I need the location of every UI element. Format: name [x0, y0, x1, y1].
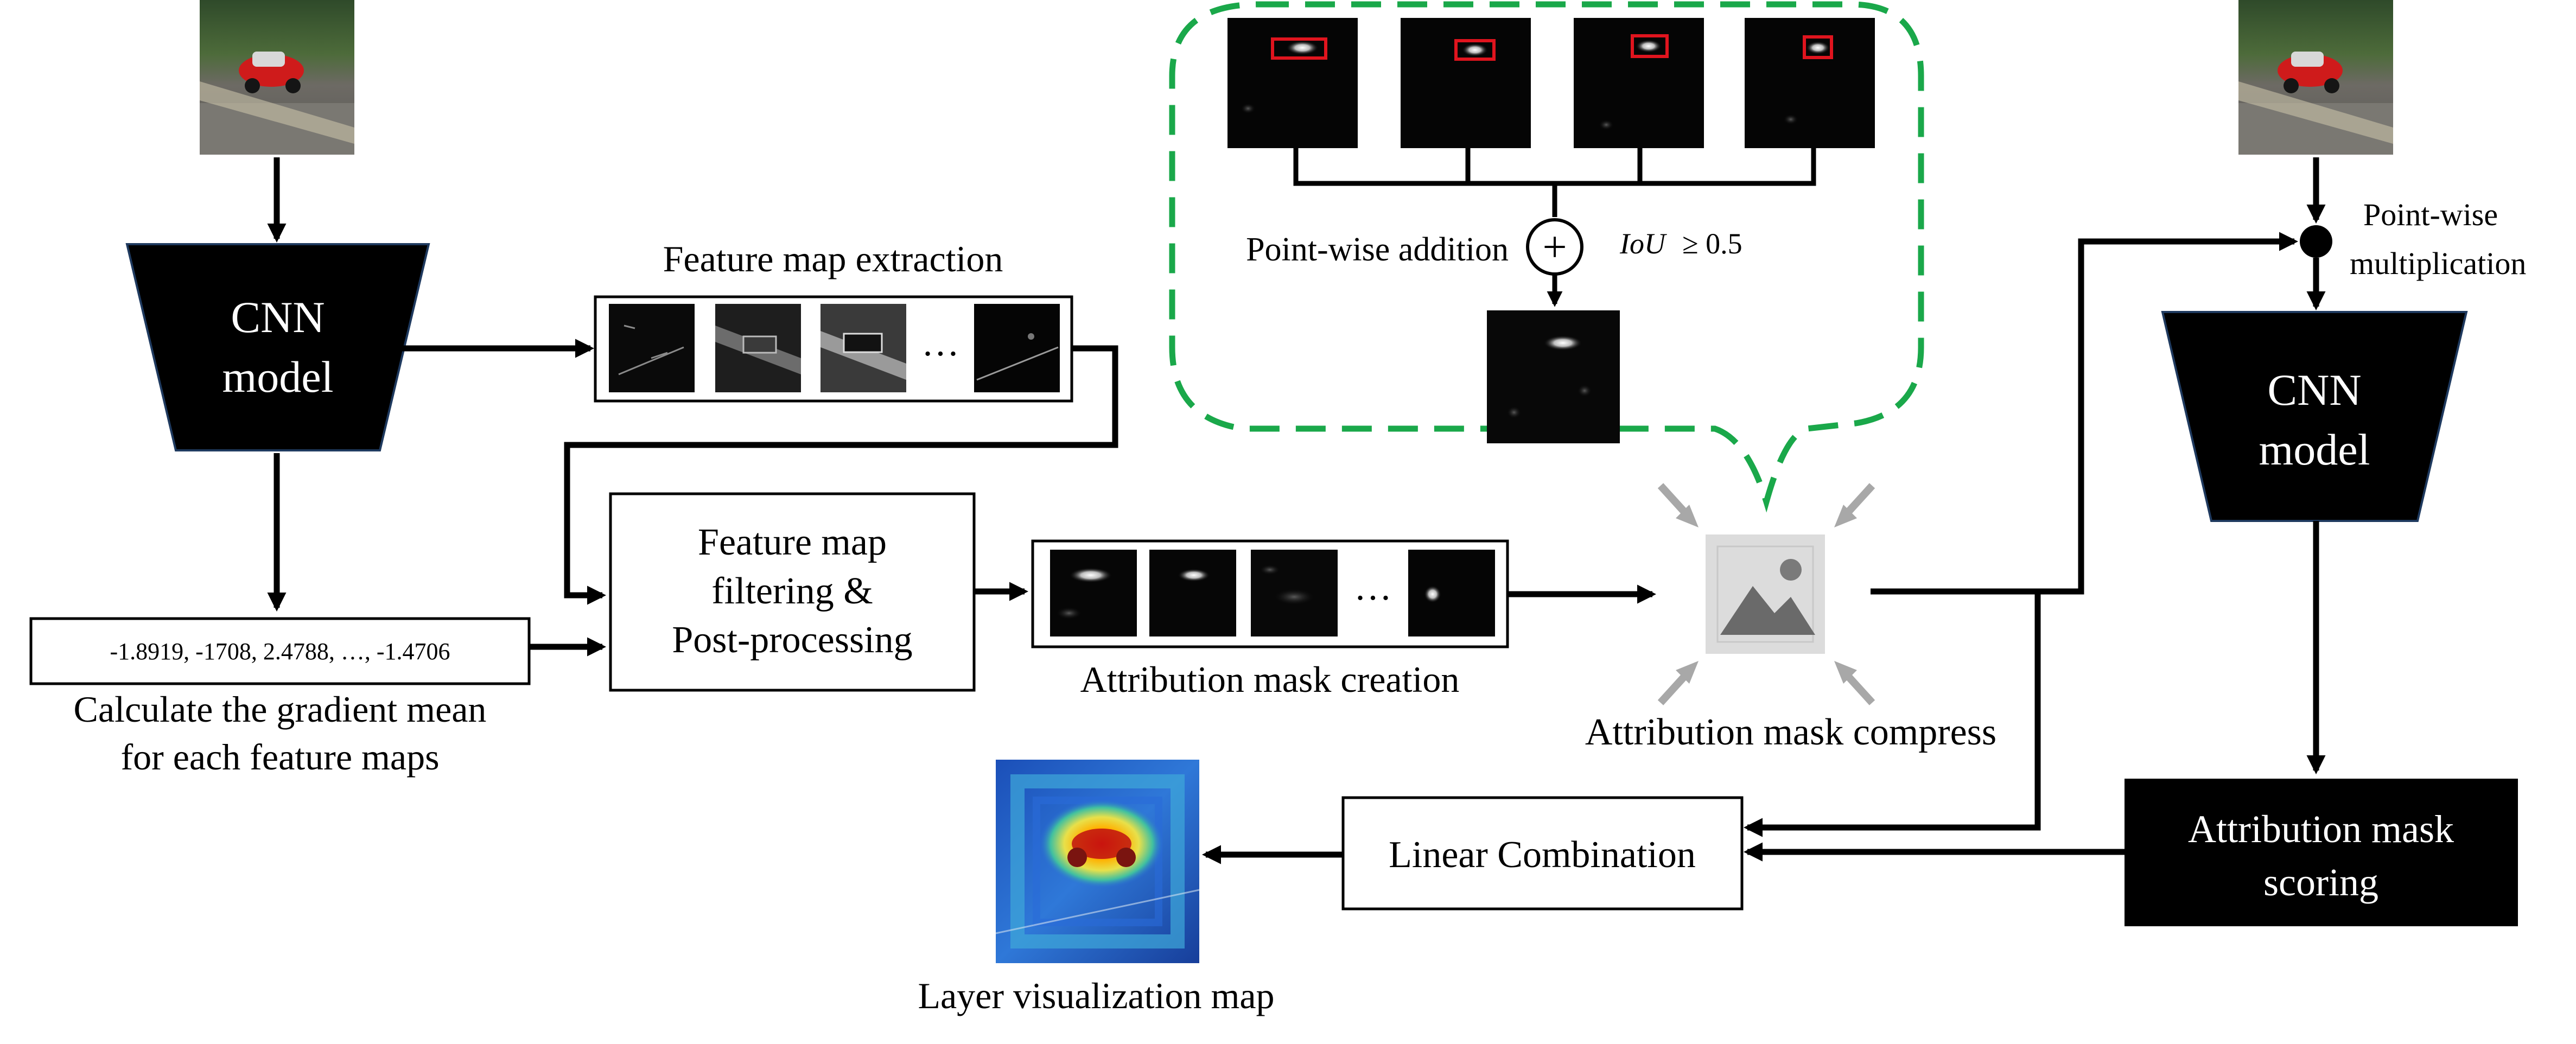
compress-arrow-br	[1842, 670, 1875, 705]
cnn-right-line2: model	[2259, 425, 2370, 474]
arrow-compress-to-multiply	[1871, 232, 2299, 595]
inset-map-2	[1401, 18, 1531, 148]
compress-arrow-tr	[1842, 483, 1875, 518]
scoring-box: Attribution mask scoring	[2125, 779, 2518, 926]
mask-ellipsis: …	[1354, 566, 1392, 608]
linear-label: Linear Combination	[1389, 834, 1696, 876]
multiplication-line2: multiplication	[2350, 246, 2526, 281]
input-image-left	[200, 0, 354, 155]
compress-caption: Attribution mask compress	[1585, 711, 1996, 753]
mask-thumb-1	[1050, 550, 1137, 636]
addition-label: Point-wise addition	[1246, 231, 1509, 268]
feature-extraction-ellipsis: …	[921, 322, 959, 364]
inset-map-3	[1574, 18, 1704, 148]
gradient-values-text: -1.8919, -1708, 2.4788, …, -1.4706	[110, 638, 450, 665]
feature-map-extraction: Feature map extraction …	[594, 238, 1073, 403]
linear-combination-box: Linear Combination	[1341, 796, 1744, 911]
iou-label: IoU	[1619, 227, 1667, 260]
iou-condition: ≥ 0.5	[1682, 227, 1742, 260]
cnn-right-line1: CNN	[2267, 365, 2361, 415]
gradient-values: -1.8919, -1708, 2.4788, …, -1.4706 Calcu…	[29, 617, 531, 778]
gradient-caption-line1: Calculate the gradient mean	[74, 689, 487, 730]
mask-thumb-4	[1408, 550, 1495, 636]
inset-bracket	[1293, 148, 1816, 186]
scoring-line1: Attribution mask	[2188, 807, 2454, 851]
input-image-right	[2238, 0, 2393, 155]
feature-map-thumb-4	[974, 304, 1060, 392]
feature-extraction-title: Feature map extraction	[663, 238, 1003, 279]
multiplication-line1: Point-wise	[2363, 197, 2498, 232]
plus-symbol: +	[1542, 224, 1567, 271]
mask-thumb-2	[1149, 550, 1236, 636]
arrow-compress-to-linear	[1743, 591, 2041, 837]
filtering-box: Feature map filtering & Post-processing	[609, 492, 976, 692]
filtering-line2: filtering &	[711, 570, 873, 612]
compress-inset: + Point-wise addition IoU ≥ 0.5	[1169, 1, 1924, 513]
filtering-line3: Post-processing	[672, 619, 912, 661]
visualization-map: Layer visualization map	[918, 760, 1275, 1016]
inset-result-map	[1487, 310, 1620, 443]
compress-arrow-tl	[1657, 483, 1691, 518]
compress-arrow-bl	[1657, 670, 1691, 705]
scoring-line2: scoring	[2263, 861, 2378, 904]
cnn-left-line2: model	[222, 352, 334, 402]
mask-compress: Attribution mask compress	[1585, 483, 1996, 753]
image-placeholder-icon	[1706, 534, 1825, 654]
mask-creation: … Attribution mask creation	[1031, 539, 1509, 700]
cnn-left-line1: CNN	[231, 292, 325, 342]
filtering-line1: Feature map	[698, 521, 887, 563]
inset-map-4	[1745, 18, 1875, 148]
cnn-model-left: CNN model	[125, 243, 430, 451]
mask-creation-caption: Attribution mask creation	[1080, 659, 1460, 700]
visualization-caption: Layer visualization map	[918, 975, 1274, 1016]
gradient-caption-line2: for each feature maps	[120, 736, 439, 778]
arrow-extraction-to-filtering	[564, 345, 1118, 605]
multiply-node	[2300, 225, 2332, 258]
cnn-model-right: CNN model	[2161, 311, 2468, 522]
